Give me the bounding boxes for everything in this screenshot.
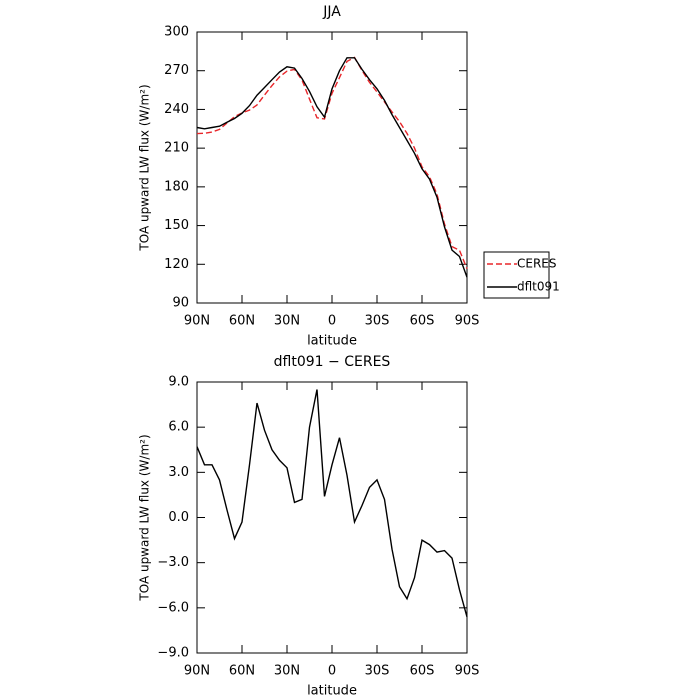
y-axis-label: TOA upward LW flux (W/m²) [138, 434, 152, 601]
y-tick-label: −9.0 [157, 646, 189, 661]
series-line [196, 389, 468, 618]
x-tick-label: 30N [274, 314, 300, 329]
y-tick-label: 180 [164, 179, 189, 194]
y-tick-label: 120 [164, 257, 189, 272]
y-tick-label: 270 [164, 63, 189, 78]
x-tick-label: 90S [455, 314, 480, 329]
x-axis-label: latitude [307, 334, 357, 349]
y-tick-label: −6.0 [157, 600, 189, 615]
y-tick-label: 6.0 [168, 420, 189, 435]
x-tick-label: 0 [328, 314, 336, 329]
x-tick-label: 90N [184, 314, 210, 329]
y-tick-label: 9.0 [168, 375, 189, 390]
y-tick-label: 240 [164, 102, 189, 117]
y-tick-label: 210 [164, 141, 189, 156]
x-tick-label: 0 [328, 664, 336, 679]
x-tick-label: 30N [274, 664, 300, 679]
x-axis-label: latitude [307, 684, 357, 699]
x-tick-label: 90S [455, 664, 480, 679]
x-tick-label: 30S [365, 314, 390, 329]
x-tick-label: 60N [229, 664, 255, 679]
plot-frame [196, 31, 468, 304]
series-line [196, 56, 468, 269]
series-line [196, 57, 468, 278]
y-axis-label: TOA upward LW flux (W/m²) [138, 84, 152, 251]
x-tick-label: 60S [410, 664, 435, 679]
x-tick-label: 30S [365, 664, 390, 679]
legend-box [483, 251, 550, 299]
legend-label: dflt091 [517, 280, 560, 294]
y-tick-label: −3.0 [157, 555, 189, 570]
x-tick-label: 60S [410, 314, 435, 329]
plot-frame [196, 381, 468, 654]
y-tick-label: 90 [172, 296, 189, 311]
legend-label: CERES [517, 257, 557, 271]
y-tick-label: 3.0 [168, 465, 189, 480]
y-tick-label: 150 [164, 218, 189, 233]
y-tick-label: 300 [164, 25, 189, 40]
chart-title: JJA [322, 4, 341, 20]
chart-title: dflt091 − CERES [274, 354, 391, 370]
x-tick-label: 90N [184, 664, 210, 679]
x-tick-label: 60N [229, 314, 255, 329]
y-tick-label: 0.0 [168, 510, 189, 525]
